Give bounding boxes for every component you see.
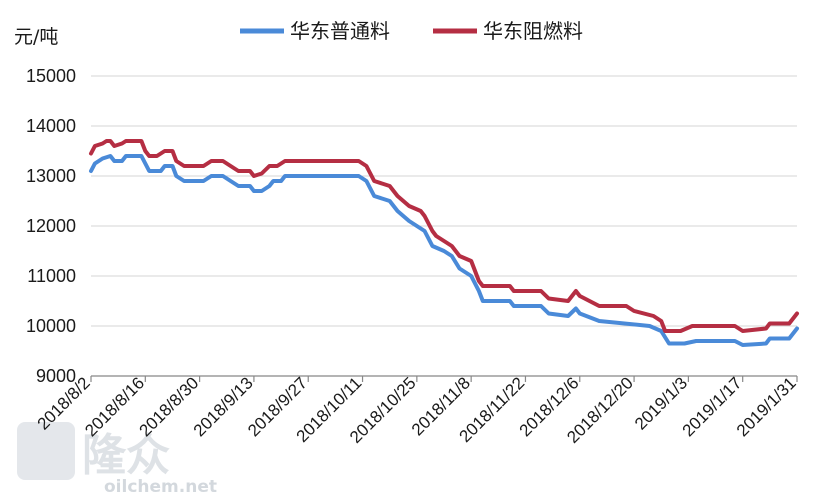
x-tick-label: 2019/1/31 bbox=[733, 373, 800, 440]
y-tick-label: 14000 bbox=[26, 116, 76, 136]
watermark-brand-cn: 隆众 bbox=[82, 430, 170, 481]
watermark-logo-mark bbox=[17, 422, 75, 480]
y-tick-label: 13000 bbox=[26, 166, 76, 186]
y-tick-label: 11000 bbox=[27, 266, 76, 286]
y-axis-unit-label: 元/吨 bbox=[14, 26, 58, 48]
y-tick-label: 12000 bbox=[26, 216, 76, 236]
x-axis: 2018/8/22018/8/162018/8/302018/9/132018/… bbox=[34, 373, 800, 447]
y-tick-label: 10000 bbox=[26, 316, 76, 336]
legend-label-2: 华东阻燃料 bbox=[483, 19, 583, 43]
series-line-1 bbox=[89, 154, 799, 347]
y-axis-ticks: 9000 10000 11000 12000 13000 14000 15000 bbox=[26, 66, 76, 386]
y-tick-label: 15000 bbox=[26, 66, 76, 86]
grid-lines bbox=[91, 75, 797, 327]
legend: 华东普通料 华东阻燃料 bbox=[240, 19, 583, 43]
legend-label-1: 华东普通料 bbox=[290, 19, 390, 43]
watermark: 隆众 oilchem.net bbox=[17, 422, 217, 497]
series-lines bbox=[89, 139, 799, 347]
y-tick-label: 9000 bbox=[36, 366, 76, 386]
watermark-brand-en: oilchem.net bbox=[104, 477, 217, 497]
series-line-2 bbox=[89, 139, 799, 333]
